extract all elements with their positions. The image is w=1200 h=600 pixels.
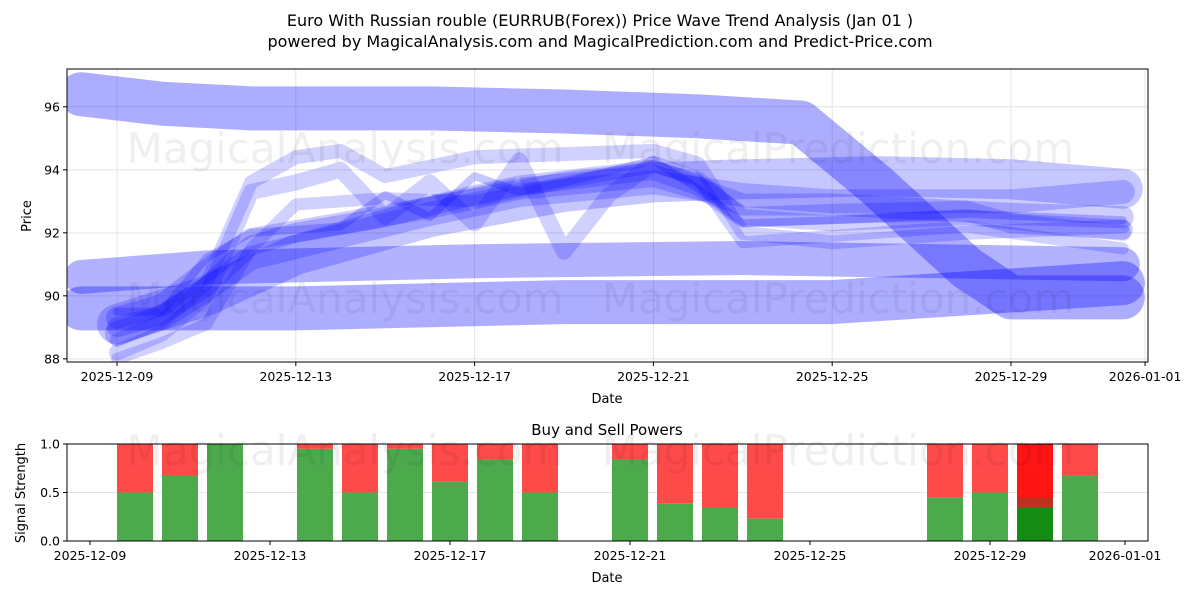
x-tick-label: 2026-01-01 [1109, 369, 1182, 384]
wave-line-wave-7 [111, 160, 1129, 362]
buy-bar [207, 444, 243, 541]
x-tick-label: 2025-12-17 [414, 548, 487, 563]
sell-bar [162, 444, 198, 477]
x-axis-label: Date [591, 571, 622, 586]
y-tick-label: 88 [44, 351, 60, 366]
wave-series-group [67, 72, 1145, 362]
sell-bar [297, 444, 333, 449]
buy-bar [747, 518, 783, 541]
x-tick-label: 2025-12-25 [796, 369, 869, 384]
buy-bar [162, 476, 198, 541]
y-tick-label: 92 [44, 225, 60, 240]
buy-bar [297, 448, 333, 541]
sell-bar [657, 444, 693, 504]
buy-bar [522, 492, 558, 541]
y-tick-label: 1.0 [40, 437, 60, 452]
wave-line-wave-flat-upper [67, 241, 1140, 294]
buy-bar [1062, 475, 1098, 541]
price-axes-frame [66, 68, 1149, 363]
buy-bar [972, 492, 1008, 541]
chart-title: Euro With Russian rouble (EURRUB(Forex))… [287, 11, 913, 30]
buy-bar [657, 503, 693, 541]
sell-bar [1062, 444, 1098, 476]
x-tick-label: 2025-12-29 [975, 369, 1048, 384]
y-tick-label: 96 [44, 99, 60, 114]
watermark: MagicalAnalysis.com [127, 274, 564, 323]
price-chart: MagicalAnalysis.com MagicalPrediction.co… [20, 68, 1182, 407]
y-axis-label: Price [20, 200, 35, 232]
x-tick-label: 2025-12-17 [438, 369, 511, 384]
sell-bar [927, 444, 963, 498]
buy-bar [1017, 508, 1053, 541]
sell-bar [972, 444, 1008, 493]
wave-line-wave-5 [105, 170, 1135, 346]
sell-bar [1017, 444, 1053, 509]
buy-sell-chart: Buy and Sell Powers MagicalAnalysis.com … [14, 421, 1161, 586]
x-tick-label: 2025-12-09 [54, 548, 127, 563]
buy-bar [612, 459, 648, 541]
buy-bar [927, 497, 963, 541]
x-tick-label: 2025-12-21 [594, 548, 667, 563]
watermark: MagicalPrediction.com [602, 124, 1075, 173]
wave-line-wave-3 [107, 159, 1133, 338]
wave-line-wave-4 [106, 165, 1134, 329]
wave-line-wave-2 [109, 152, 1131, 361]
buy-bar [477, 459, 513, 541]
sell-bar [387, 444, 423, 449]
sell-bar [747, 444, 783, 519]
sell-bar [117, 444, 153, 493]
watermark: MagicalPrediction.com [602, 426, 1075, 475]
y-tick-label: 90 [44, 288, 60, 303]
overlap-bar [1017, 497, 1053, 509]
watermark: MagicalPrediction.com [602, 274, 1075, 323]
x-tick-label: 2026-01-01 [1089, 548, 1162, 563]
x-axis-label: Date [591, 392, 622, 407]
wave-line-wave-1 [110, 143, 1130, 347]
watermark: MagicalAnalysis.com [127, 124, 564, 173]
buy-bar [342, 492, 378, 541]
buy-bar [702, 508, 738, 541]
watermark: MagicalAnalysis.com [127, 426, 564, 475]
x-tick-label: 2025-12-13 [259, 369, 332, 384]
wave-line-wave-high [67, 72, 1145, 320]
sell-bar [522, 444, 558, 493]
buy-bar [432, 481, 468, 541]
y-axis-label: Signal Strength [14, 443, 29, 543]
buy-sell-title: Buy and Sell Powers [531, 421, 683, 439]
wave-line-wave-6 [97, 156, 1143, 345]
sell-bar [477, 444, 513, 460]
sell-bar [342, 444, 378, 493]
y-tick-label: 0.5 [40, 485, 60, 500]
y-tick-label: 0.0 [40, 534, 60, 549]
x-tick-label: 2025-12-29 [954, 548, 1027, 563]
x-tick-label: 2025-12-25 [774, 548, 847, 563]
x-tick-label: 2025-12-21 [617, 369, 690, 384]
wave-line-wave-flat-lower [67, 261, 1145, 331]
sell-bar [612, 444, 648, 460]
sell-bar [432, 444, 468, 482]
buy-bar [117, 492, 153, 541]
buy-bar [387, 448, 423, 541]
x-tick-label: 2025-12-09 [81, 369, 154, 384]
x-tick-label: 2025-12-13 [234, 548, 307, 563]
sell-bar [702, 444, 738, 509]
wave-line-wave-8 [113, 156, 1127, 316]
y-tick-label: 94 [44, 162, 60, 177]
chart-subtitle: powered by MagicalAnalysis.com and Magic… [267, 32, 932, 51]
